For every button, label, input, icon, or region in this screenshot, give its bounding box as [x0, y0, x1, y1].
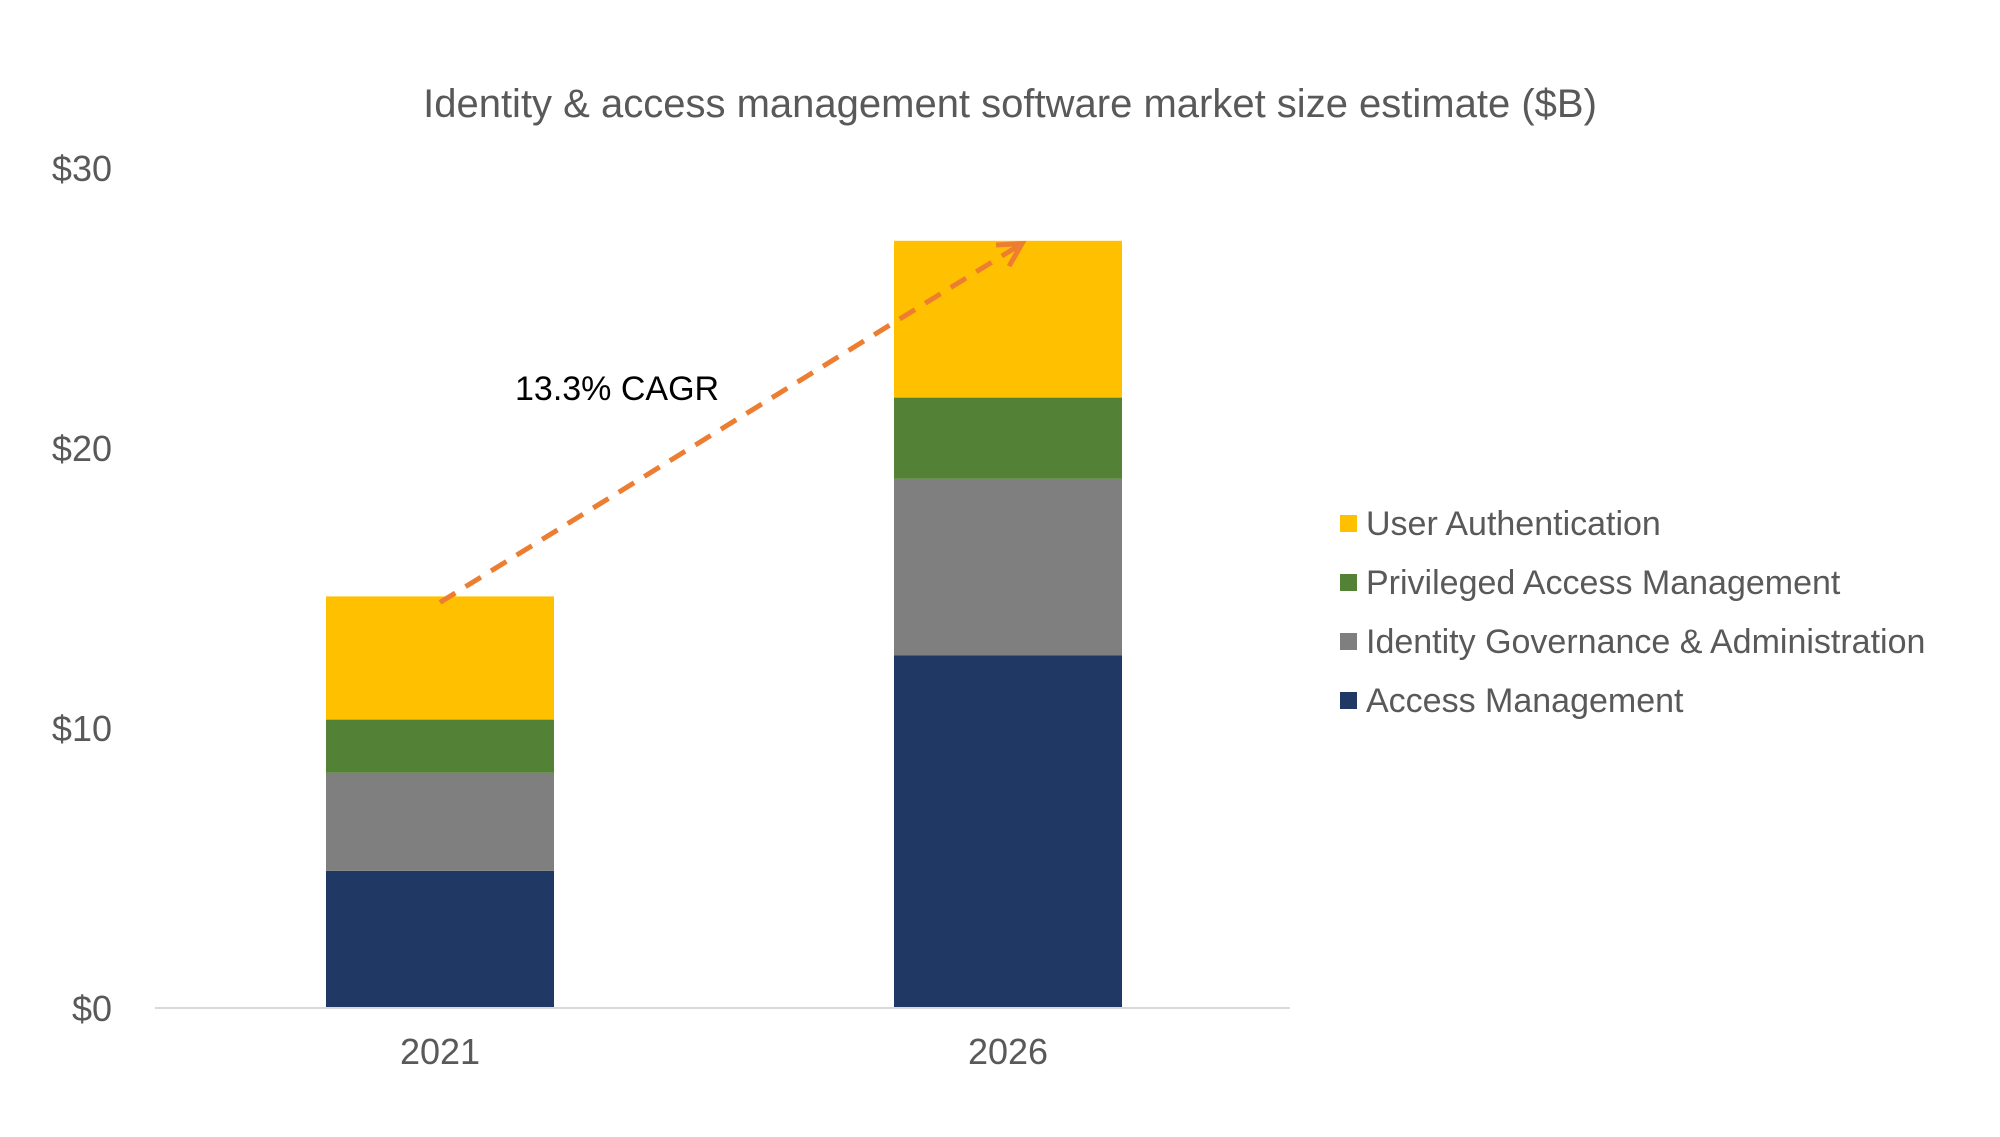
y-axis: $0 $10 $20 $30: [52, 148, 112, 1029]
bars: [326, 240, 1122, 1008]
legend-label-privileged-access-management: Privileged Access Management: [1366, 564, 1841, 602]
legend-swatch-access-management: [1340, 692, 1357, 709]
legend-label-access-management: Access Management: [1366, 682, 1684, 720]
bar-segment-access-management-2021: [326, 870, 554, 1008]
legend: User Authentication Privileged Access Man…: [1340, 505, 1925, 720]
legend-swatch-user-authentication: [1340, 515, 1357, 532]
cagr-label: 13.3% CAGR: [515, 370, 719, 408]
x-axis: 2021 2026: [400, 1031, 1048, 1072]
bar-segment-identity-governance-and-administration-2021: [326, 772, 554, 871]
legend-swatch-privileged-access-management: [1340, 574, 1357, 591]
y-tick-label: $0: [72, 988, 112, 1029]
bar-segment-access-management-2026: [894, 655, 1122, 1008]
bar-segment-privileged-access-management-2021: [326, 719, 554, 773]
cagr-annotation: 13.3% CAGR: [438, 240, 1027, 605]
cagr-arrow-head: [995, 240, 1027, 268]
legend-swatch-identity-governance-and-administration: [1340, 633, 1357, 650]
x-tick-label: 2021: [400, 1031, 480, 1072]
bar-segment-identity-governance-and-administration-2026: [894, 478, 1122, 656]
x-tick-label: 2026: [968, 1031, 1048, 1072]
legend-label-identity-governance-and-administration: Identity Governance & Administration: [1366, 623, 1925, 661]
y-tick-label: $30: [52, 148, 112, 189]
bar-segment-privileged-access-management-2026: [894, 397, 1122, 479]
y-tick-label: $10: [52, 708, 112, 749]
y-tick-label: $20: [52, 428, 112, 469]
bar-segment-user-authentication-2026: [894, 240, 1122, 398]
legend-label-user-authentication: User Authentication: [1366, 505, 1661, 543]
cagr-arrow-line: [438, 241, 1024, 605]
chart-title: Identity & access management software ma…: [423, 82, 1597, 126]
bar-segment-user-authentication-2021: [326, 596, 554, 720]
